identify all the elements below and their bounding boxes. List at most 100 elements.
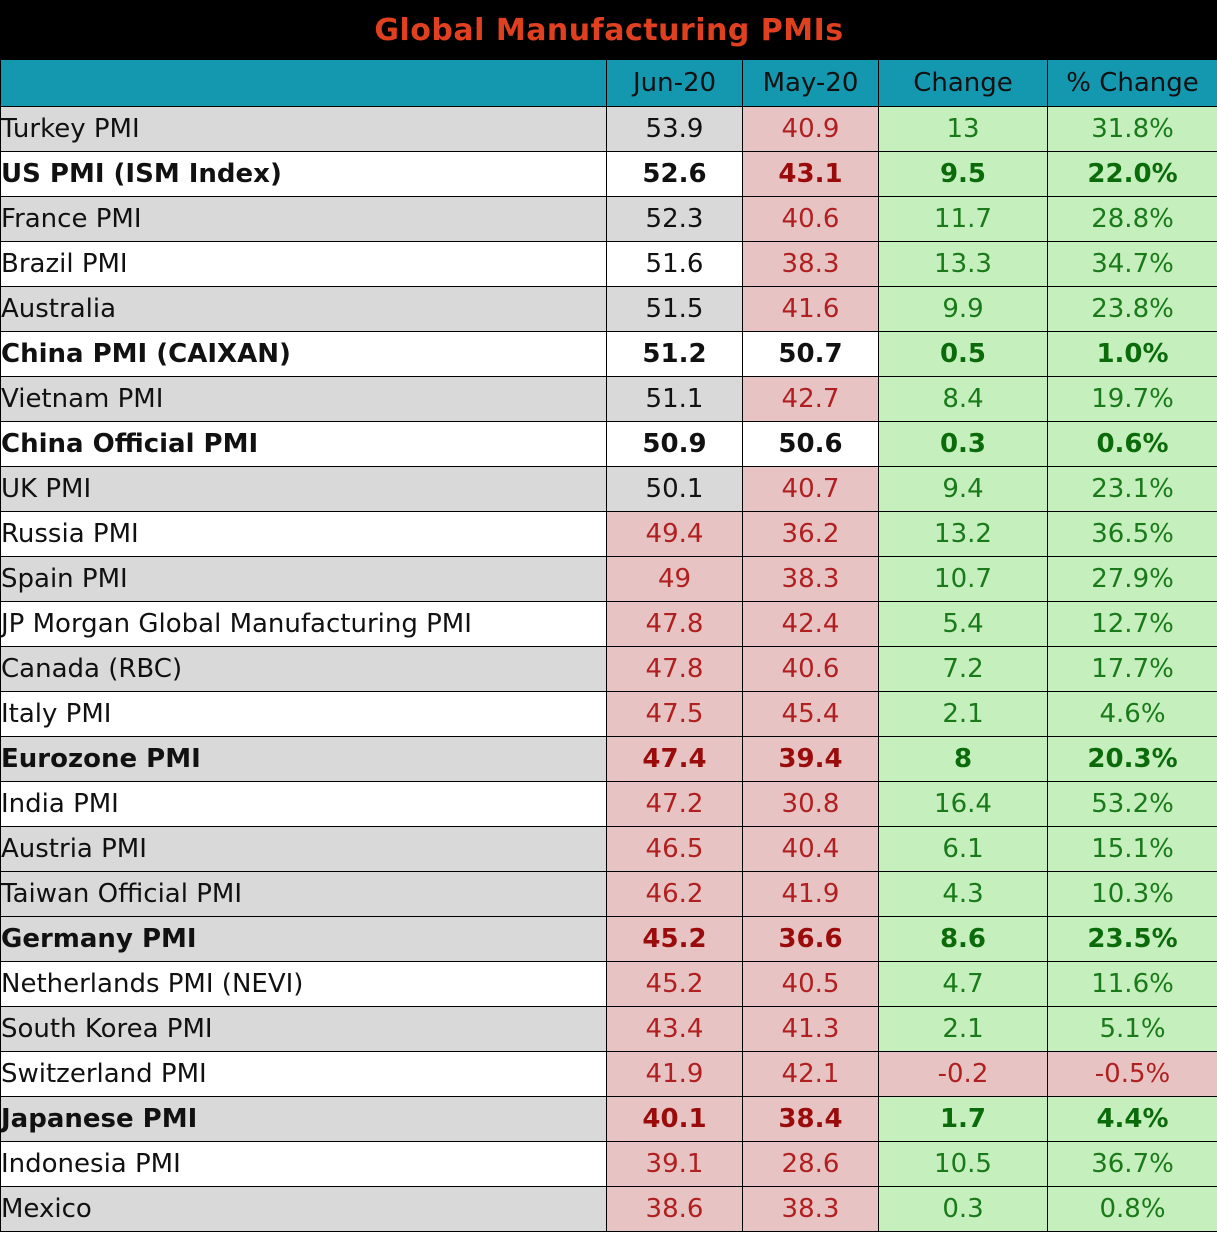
cell-change: 16.4 (878, 781, 1048, 827)
cell-may-20: 40.5 (742, 961, 879, 1007)
cell-change: 10.5 (878, 1141, 1048, 1187)
cell-pct-change: 53.2% (1046, 781, 1217, 827)
header-row: Jun-20 May-20 Change % Change (0, 59, 1217, 107)
cell-jun-20: 47.4 (606, 736, 743, 782)
cell-pct-change: 34.7% (1046, 241, 1217, 287)
table-body: Turkey PMI 53.9 40.9 13 31.8% US PMI (ISM Ind… (0, 106, 1217, 1232)
cell-may-20: 30.8 (742, 781, 879, 827)
cell-may-20: 38.4 (742, 1096, 879, 1142)
cell-jun-20: 47.8 (606, 646, 743, 692)
cell-change: 13.3 (878, 241, 1048, 287)
table-row: Vietnam PMI 51.1 42.7 8.4 19.7% (0, 376, 1217, 422)
cell-pct-change: 28.8% (1046, 196, 1217, 242)
table-row: China PMI (CAIXAN) 51.2 50.7 0.5 1.0% (0, 331, 1217, 377)
cell-pct-change: 20.3% (1046, 736, 1217, 782)
cell-may-20: 38.3 (742, 241, 879, 287)
cell-change: 6.1 (878, 826, 1048, 872)
row-name: India PMI (0, 781, 607, 827)
table-row: Germany PMI 45.2 36.6 8.6 23.5% (0, 916, 1217, 962)
cell-may-20: 41.9 (742, 871, 879, 917)
table-row: Australia 51.5 41.6 9.9 23.8% (0, 286, 1217, 332)
cell-may-20: 39.4 (742, 736, 879, 782)
cell-jun-20: 45.2 (606, 961, 743, 1007)
cell-jun-20: 40.1 (606, 1096, 743, 1142)
cell-may-20: 40.7 (742, 466, 879, 512)
table-row: France PMI 52.3 40.6 11.7 28.8% (0, 196, 1217, 242)
cell-jun-20: 46.2 (606, 871, 743, 917)
cell-change: 0.3 (878, 1186, 1048, 1232)
cell-may-20: 43.1 (742, 151, 879, 197)
table-row: Russia PMI 49.4 36.2 13.2 36.5% (0, 511, 1217, 557)
cell-pct-change: 5.1% (1046, 1006, 1217, 1052)
table-row: India PMI 47.2 30.8 16.4 53.2% (0, 781, 1217, 827)
cell-change: 4.3 (878, 871, 1048, 917)
cell-jun-20: 51.1 (606, 376, 743, 422)
cell-pct-change: 19.7% (1046, 376, 1217, 422)
row-name: China PMI (CAIXAN) (0, 331, 607, 377)
row-name: Turkey PMI (0, 106, 607, 152)
cell-change: 9.9 (878, 286, 1048, 332)
cell-pct-change: 36.5% (1046, 511, 1217, 557)
cell-change: 7.2 (878, 646, 1048, 692)
row-name: Taiwan Official PMI (0, 871, 607, 917)
cell-jun-20: 50.9 (606, 421, 743, 467)
row-name: China Official PMI (0, 421, 607, 467)
cell-jun-20: 41.9 (606, 1051, 743, 1097)
cell-change: 13 (878, 106, 1048, 152)
cell-may-20: 40.4 (742, 826, 879, 872)
cell-pct-change: 23.8% (1046, 286, 1217, 332)
cell-change: 13.2 (878, 511, 1048, 557)
header-pct-change: % Change (1046, 59, 1217, 107)
cell-change: 9.4 (878, 466, 1048, 512)
cell-change: 0.3 (878, 421, 1048, 467)
table-row: South Korea PMI 43.4 41.3 2.1 5.1% (0, 1006, 1217, 1052)
row-name: US PMI (ISM Index) (0, 151, 607, 197)
cell-pct-change: 0.8% (1046, 1186, 1217, 1232)
table-row: Switzerland PMI 41.9 42.1 -0.2 -0.5% (0, 1051, 1217, 1097)
row-name: UK PMI (0, 466, 607, 512)
cell-pct-change: 4.6% (1046, 691, 1217, 737)
cell-jun-20: 47.8 (606, 601, 743, 647)
cell-pct-change: 12.7% (1046, 601, 1217, 647)
cell-jun-20: 46.5 (606, 826, 743, 872)
cell-may-20: 40.9 (742, 106, 879, 152)
cell-jun-20: 52.6 (606, 151, 743, 197)
cell-pct-change: 15.1% (1046, 826, 1217, 872)
cell-jun-20: 51.6 (606, 241, 743, 287)
table-title: Global Manufacturing PMIs (0, 0, 1217, 60)
title-row: Global Manufacturing PMIs (0, 0, 1217, 60)
cell-may-20: 41.3 (742, 1006, 879, 1052)
row-name: Vietnam PMI (0, 376, 607, 422)
cell-may-20: 40.6 (742, 646, 879, 692)
header-jun-20: Jun-20 (606, 59, 743, 107)
cell-jun-20: 39.1 (606, 1141, 743, 1187)
cell-may-20: 50.7 (742, 331, 879, 377)
cell-may-20: 42.7 (742, 376, 879, 422)
cell-jun-20: 47.2 (606, 781, 743, 827)
row-name: JP Morgan Global Manufacturing PMI (0, 601, 607, 647)
table-row: UK PMI 50.1 40.7 9.4 23.1% (0, 466, 1217, 512)
cell-jun-20: 43.4 (606, 1006, 743, 1052)
row-name: Switzerland PMI (0, 1051, 607, 1097)
cell-change: -0.2 (878, 1051, 1048, 1097)
cell-change: 2.1 (878, 691, 1048, 737)
table-row: Netherlands PMI (NEVI) 45.2 40.5 4.7 11.6% (0, 961, 1217, 1007)
cell-may-20: 42.4 (742, 601, 879, 647)
cell-may-20: 36.6 (742, 916, 879, 962)
row-name: Netherlands PMI (NEVI) (0, 961, 607, 1007)
cell-change: 0.5 (878, 331, 1048, 377)
table-row: Brazil PMI 51.6 38.3 13.3 34.7% (0, 241, 1217, 287)
table-row: Italy PMI 47.5 45.4 2.1 4.6% (0, 691, 1217, 737)
cell-change: 8.4 (878, 376, 1048, 422)
row-name: Canada (RBC) (0, 646, 607, 692)
row-name: Australia (0, 286, 607, 332)
cell-jun-20: 49 (606, 556, 743, 602)
cell-may-20: 38.3 (742, 556, 879, 602)
cell-pct-change: 22.0% (1046, 151, 1217, 197)
header-may-20: May-20 (742, 59, 879, 107)
cell-change: 4.7 (878, 961, 1048, 1007)
cell-may-20: 45.4 (742, 691, 879, 737)
header-name (0, 59, 607, 107)
row-name: Austria PMI (0, 826, 607, 872)
row-name: Mexico (0, 1186, 607, 1232)
